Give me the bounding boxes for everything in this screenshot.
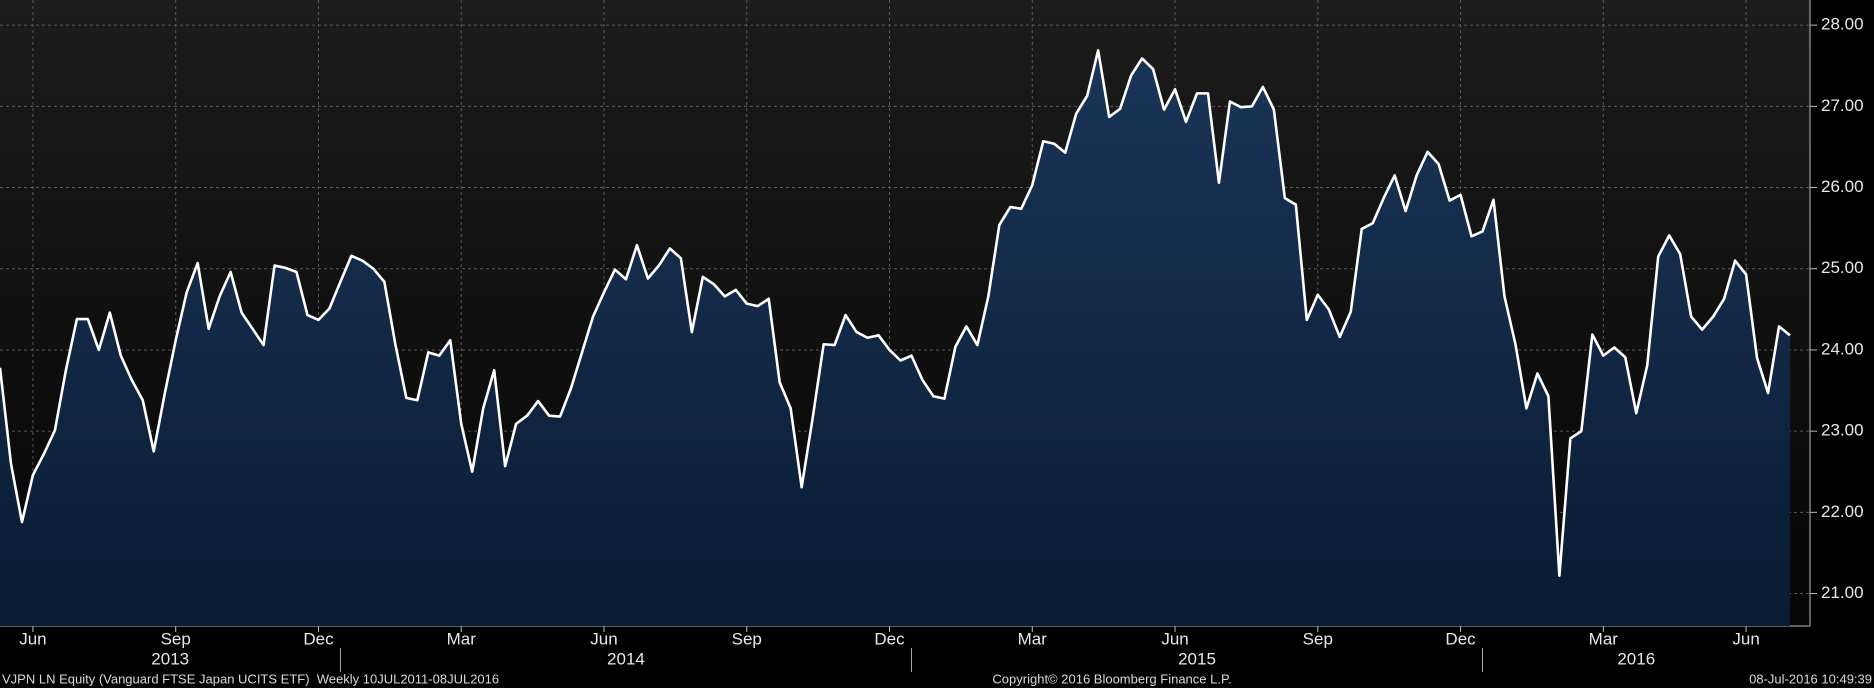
y-tick-label: 25.00 [1821, 258, 1864, 277]
x-tick-label: Jun [1161, 629, 1188, 648]
year-label: 2014 [607, 649, 645, 668]
y-tick-label: 22.00 [1821, 502, 1864, 521]
price-line [0, 49, 1791, 577]
footer-left: VJPN LN Equity (Vanguard FTSE Japan UCIT… [2, 671, 499, 686]
x-tick-label: Mar [1589, 629, 1619, 648]
x-tick-label: Sep [732, 629, 762, 648]
x-tick-label: Sep [1303, 629, 1333, 648]
x-tick-label: Jun [590, 629, 617, 648]
y-tick-label: 24.00 [1821, 339, 1864, 358]
x-tick-label: Sep [161, 629, 191, 648]
y-tick-label: 27.00 [1821, 96, 1864, 115]
y-tick-label: 28.00 [1821, 15, 1864, 34]
year-label: 2016 [1617, 649, 1655, 668]
x-tick-label: Jun [1732, 629, 1759, 648]
x-tick-label: Jun [19, 629, 46, 648]
y-tick-label: 21.00 [1821, 583, 1864, 602]
x-tick-label: Dec [874, 629, 905, 648]
year-label: 2015 [1178, 649, 1216, 668]
area-fill [0, 50, 1790, 626]
x-tick-label: Mar [447, 629, 477, 648]
y-tick-label: 23.00 [1821, 421, 1864, 440]
x-tick-label: Mar [1018, 629, 1048, 648]
x-tick-label: Dec [1445, 629, 1476, 648]
footer-right: 08-Jul-2016 10:49:39 [1749, 671, 1872, 686]
x-tick-label: Dec [303, 629, 334, 648]
footer-center: Copyright© 2016 Bloomberg Finance L.P. [992, 671, 1231, 686]
y-tick-label: 26.00 [1821, 177, 1864, 196]
year-label: 2013 [151, 649, 189, 668]
